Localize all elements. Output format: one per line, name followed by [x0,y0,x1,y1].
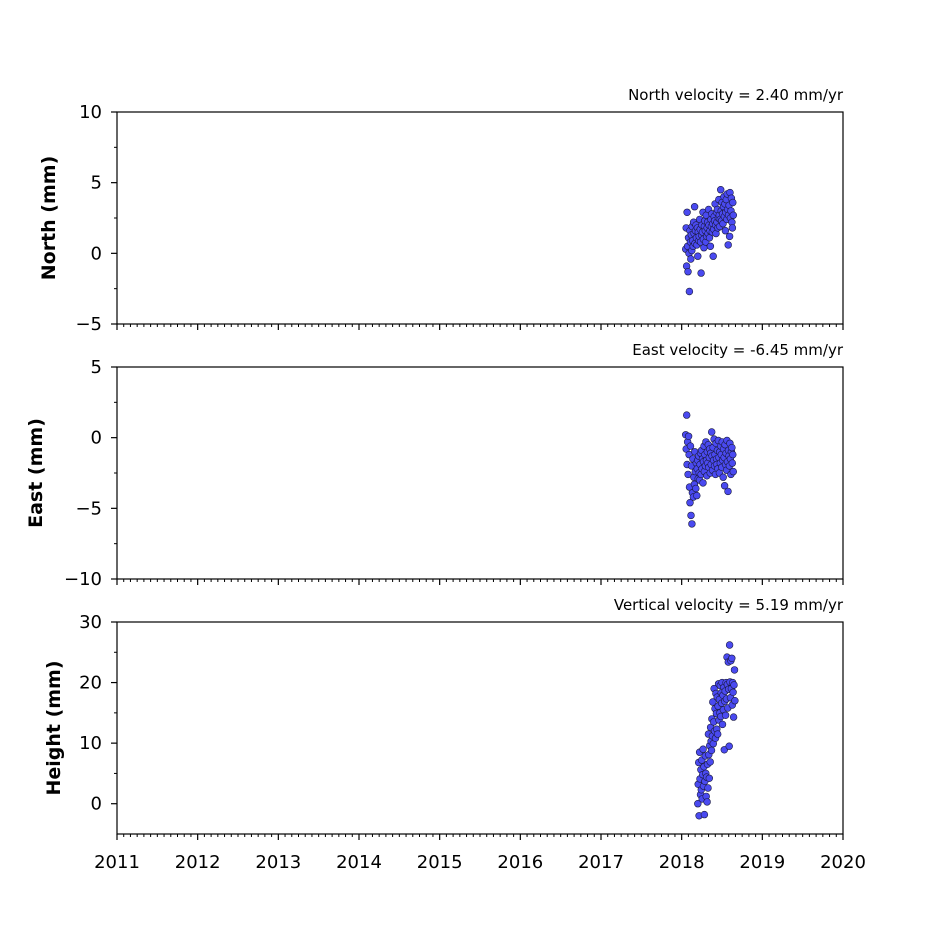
year-tick-label: 2016 [497,852,543,873]
north-data-point [725,232,734,241]
height-data-point [729,713,738,721]
east-data-point [729,450,737,459]
east-ytick-label: −5 [75,498,102,519]
height-data-point [730,681,738,689]
height-ytick-label: 10 [79,733,102,754]
east-ytick-label: 5 [91,357,102,378]
height-data-point [725,641,734,649]
north-data-point [706,242,715,251]
north-ytick-label: 10 [79,102,102,123]
east-data-point [686,499,694,507]
east-ytick-label: 0 [91,428,102,449]
height-data-point [700,810,709,819]
north-data-point [687,255,695,263]
height-ytick-label: 30 [79,612,102,633]
height-data-point [705,774,713,782]
year-tick-label: 2014 [336,852,382,873]
north-data-point [683,208,691,217]
north-velocity-title: North velocity = 2.40 mm/yr [628,86,844,104]
north-data-point [685,287,694,296]
north-axis-label: North (mm) [38,156,60,281]
year-tick-label: 2019 [739,852,785,873]
east-ytick-label: −10 [64,569,102,590]
year-tick-label: 2020 [820,852,866,873]
north-ytick-label: 5 [91,173,102,194]
north-data-point [716,186,725,194]
height-data-point [707,746,716,755]
height-axis-label: Height (mm) [43,660,65,795]
height-data-point [720,746,728,754]
height-panel: Vertical velocity = 5.19 mm/yr Height (m… [43,596,866,873]
north-ytick-label: −5 [75,314,102,335]
year-tick-label: 2017 [578,852,624,873]
north-data-point [721,227,730,235]
height-data-point [709,698,717,706]
east-data-point [707,428,716,436]
east-data-point [686,442,695,450]
east-data-point [719,473,727,481]
height-data-point [694,799,702,808]
height-data-point [728,654,736,662]
east-data-point [699,479,707,487]
height-ytick-label: 20 [79,673,102,694]
height-data-point [721,711,730,719]
north-data-point [724,241,732,249]
east-panel: East velocity = -6.45 mm/yr East (mm) −1… [25,341,844,590]
height-data-point [731,696,739,705]
year-tick-label: 2015 [417,852,463,873]
east-data-point [687,511,695,520]
year-tick-label: 2018 [659,852,705,873]
north-data-point [729,198,737,207]
east-velocity-title: East velocity = -6.45 mm/yr [632,341,844,359]
height-data-point [725,742,733,750]
north-data-point [697,269,705,277]
east-data-point [682,411,691,419]
height-ytick-label: 0 [91,794,102,815]
year-tick-label: 2011 [94,852,140,873]
north-data-point [690,203,699,211]
north-panel: North velocity = 2.40 mm/yr North (mm) −… [38,86,844,335]
north-ytick-label: 0 [91,243,102,264]
east-data-point [724,487,732,496]
height-data-point [703,798,711,806]
east-data-point [728,459,736,467]
year-tick-label: 2012 [175,852,221,873]
east-data-point [693,491,701,500]
vertical-velocity-title: Vertical velocity = 5.19 mm/yr [614,596,844,614]
east-data-point [692,484,700,493]
east-axis-label: East (mm) [25,418,47,528]
north-data-point [709,252,717,260]
east-data-point [688,520,696,528]
north-data-point [684,268,692,276]
east-data-point [720,482,729,490]
north-data-point [694,252,702,260]
year-tick-label: 2013 [255,852,301,873]
height-data-point [706,758,714,766]
east-data-point [729,467,737,476]
north-data-point [728,224,737,232]
height-data-point [729,688,737,696]
east-data-point [684,432,693,440]
height-data-point [704,784,712,792]
height-plot-frame [116,621,844,835]
east-data-point [728,443,736,452]
height-data-point [699,745,707,753]
height-data-point [718,720,727,729]
north-data-point [729,211,737,219]
height-data-point [730,666,739,674]
height-data-point [713,730,722,738]
